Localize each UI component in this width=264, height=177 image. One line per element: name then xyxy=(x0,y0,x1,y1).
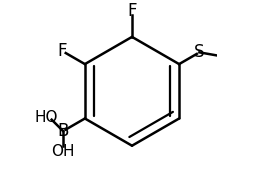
Text: HO: HO xyxy=(35,110,58,125)
Text: F: F xyxy=(57,42,67,60)
Text: S: S xyxy=(194,43,205,61)
Text: OH: OH xyxy=(51,144,75,159)
Text: B: B xyxy=(57,122,69,140)
Text: F: F xyxy=(127,2,137,19)
